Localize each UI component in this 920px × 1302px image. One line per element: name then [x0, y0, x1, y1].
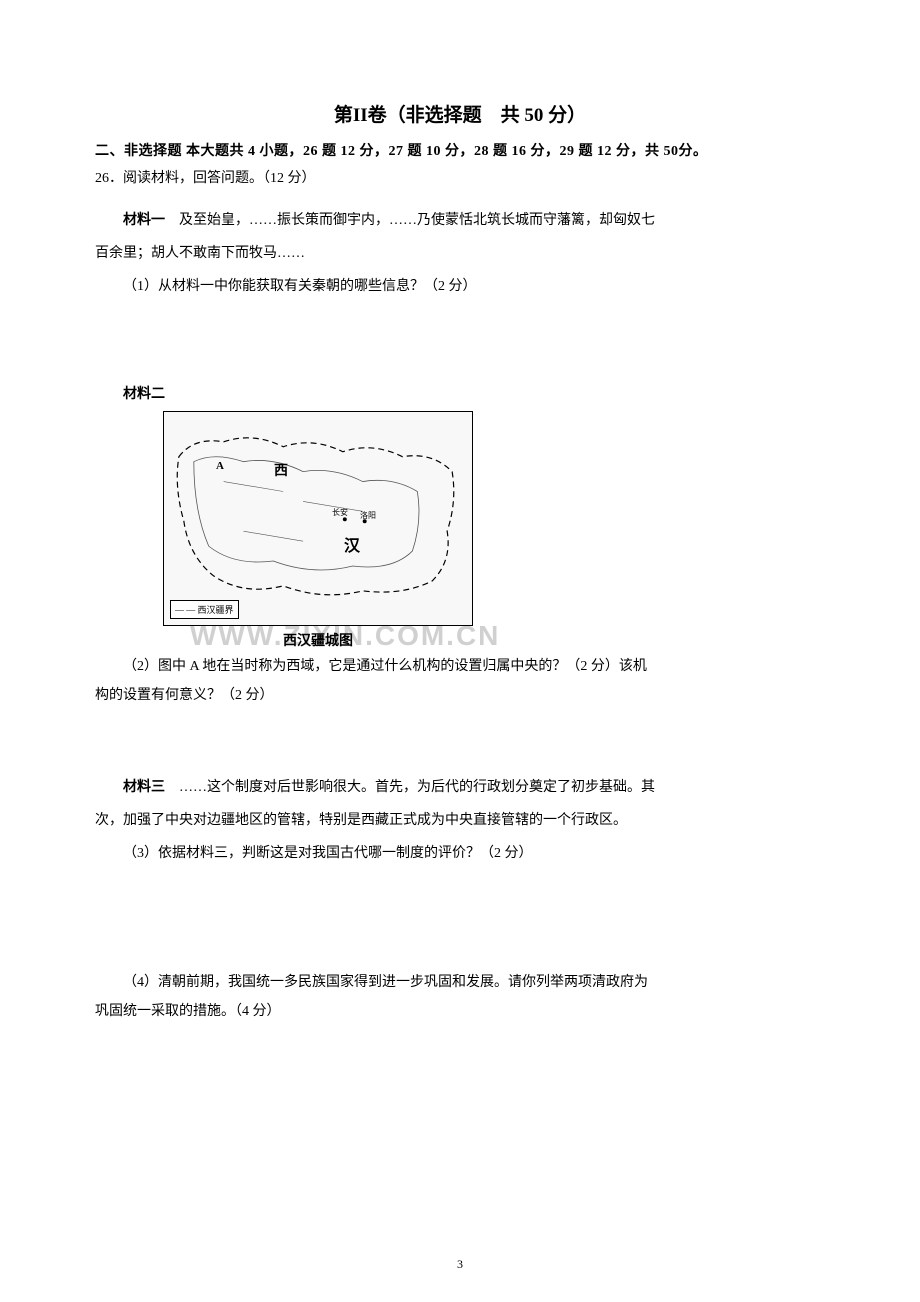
material-1-line2: 百余里；胡人不敢南下而牧马…… [95, 238, 825, 270]
material-2-label: 材料二 [95, 383, 825, 403]
question-26-intro: 26．阅读材料，回答问题。（12 分） [95, 166, 825, 191]
sub-question-2-line1: （2）图中 A 地在当时称为西域，它是通过什么机构的设置归属中央的？（2 分）该… [95, 654, 825, 679]
page-content: 第II卷（非选择题 共 50 分） 二、非选择题 本大题共 4 小题，26 题 … [95, 100, 825, 1024]
material-3-label: 材料三 [123, 780, 165, 795]
map-legend: — — 西汉疆界 [170, 600, 239, 619]
material-3-text: 材料三 ……这个制度对后世影响很大。首先，为后代的行政划分奠定了初步基础。其 [95, 772, 825, 804]
map-label-a: A [216, 460, 224, 472]
material-3-line2: 次，加强了中央对边疆地区的管辖，特别是西藏正式成为中央直接管辖的一个行政区。 [95, 805, 825, 837]
sub-question-4-line1: （4）清朝前期，我国统一多民族国家得到进一步巩固和发展。请你列举两项清政府为 [95, 970, 825, 995]
sub-question-4-line2: 巩固统一采取的措施。（4 分） [95, 999, 825, 1024]
material-3-line1: ……这个制度对后世影响很大。首先，为后代的行政划分奠定了初步基础。其 [165, 780, 655, 795]
map-image: A 西 汉 长安 洛阳 — — 西汉疆界 [163, 411, 473, 626]
map-svg [164, 412, 472, 626]
map-label-changan: 长安 [332, 507, 348, 518]
subsection-header: 二、非选择题 本大题共 4 小题，26 题 12 分，27 题 10 分，28 … [95, 139, 825, 164]
map-label-han: 汉 [344, 532, 360, 556]
map-label-luoyang: 洛阳 [360, 510, 376, 521]
material-1-text: 材料一 及至始皇，……振长策而御宇内，……乃使蒙恬北筑长城而守藩篱，却匈奴七 [95, 205, 825, 237]
page-number: 3 [0, 1257, 920, 1272]
sub-question-2-line2: 构的设置有何意义？（2 分） [95, 683, 825, 708]
sub-question-1: （1）从材料一中你能获取有关秦朝的哪些信息？（2 分） [95, 274, 825, 299]
map-caption: 西汉疆城图 [163, 630, 473, 650]
section-title: 第II卷（非选择题 共 50 分） [95, 100, 825, 127]
sub-question-3: （3）依据材料三，判断这是对我国古代哪一制度的评价？（2 分） [95, 841, 825, 866]
map-container: A 西 汉 长安 洛阳 — — 西汉疆界 西汉疆城图 [163, 411, 825, 650]
map-label-xi: 西 [274, 460, 288, 480]
material-1-line1: 及至始皇，……振长策而御宇内，……乃使蒙恬北筑长城而守藩篱，却匈奴七 [165, 213, 655, 228]
material-1-label: 材料一 [123, 213, 165, 228]
